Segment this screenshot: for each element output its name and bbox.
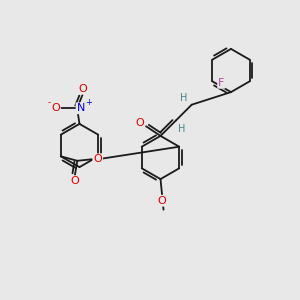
Text: O: O	[135, 118, 144, 128]
Text: H: H	[180, 93, 187, 103]
Text: +: +	[85, 98, 92, 107]
Text: H: H	[178, 124, 185, 134]
Text: F: F	[218, 78, 224, 88]
Text: O: O	[93, 154, 102, 164]
Text: O: O	[79, 84, 88, 94]
Text: -: -	[47, 98, 50, 107]
Text: O: O	[158, 196, 166, 206]
Text: O: O	[51, 103, 60, 113]
Text: O: O	[70, 176, 79, 186]
Text: N: N	[76, 103, 85, 113]
